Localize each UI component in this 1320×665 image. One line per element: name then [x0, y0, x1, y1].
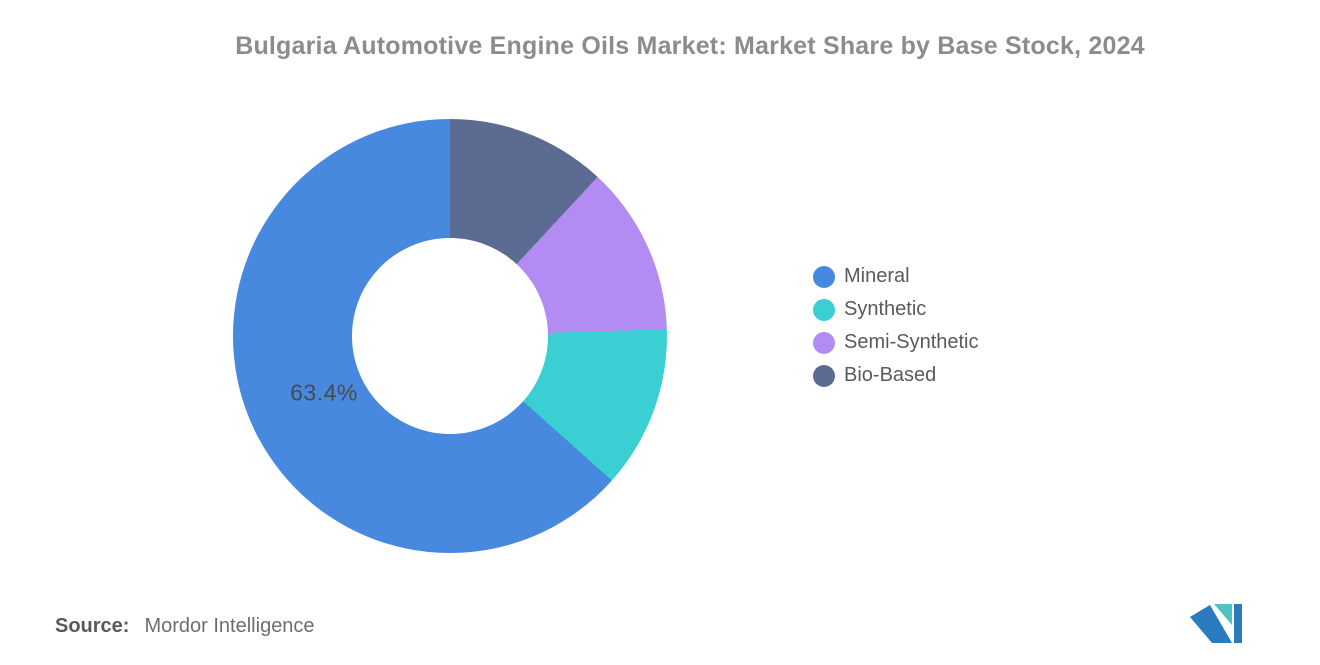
logo-blue-left-diagonal [1190, 605, 1232, 643]
legend-label: Synthetic [844, 298, 927, 320]
legend-item-mineral[interactable]: Mineral [813, 260, 979, 293]
legend-swatch [813, 265, 835, 288]
source-value: Mordor Intelligence [144, 615, 315, 637]
legend-label: Semi-Synthetic [844, 331, 979, 353]
legend-item-synthetic[interactable]: Synthetic [813, 293, 979, 326]
legend: Mineral Synthetic Semi-Synthetic Bio-Based [813, 260, 979, 392]
logo-teal-mid-triangle [1214, 604, 1232, 625]
source-line: Source: Mordor Intelligence [55, 615, 315, 638]
mineral-slice-label: 63.4% [290, 379, 358, 406]
source-label: Source: [55, 615, 130, 637]
legend-swatch [813, 298, 835, 321]
legend-swatch [813, 331, 835, 354]
legend-swatch [813, 364, 835, 387]
mordor-intelligence-logo-icon [1190, 604, 1242, 643]
legend-item-bio-based[interactable]: Bio-Based [813, 359, 979, 392]
legend-label: Mineral [844, 265, 910, 287]
legend-item-semi-synthetic[interactable]: Semi-Synthetic [813, 326, 979, 359]
chart-title: Bulgaria Automotive Engine Oils Market: … [235, 32, 1145, 60]
donut-chart-area: 63.4% [233, 119, 667, 553]
logo-blue-right-bar [1234, 604, 1242, 643]
donut-hole [352, 238, 548, 434]
legend-label: Bio-Based [844, 364, 937, 386]
